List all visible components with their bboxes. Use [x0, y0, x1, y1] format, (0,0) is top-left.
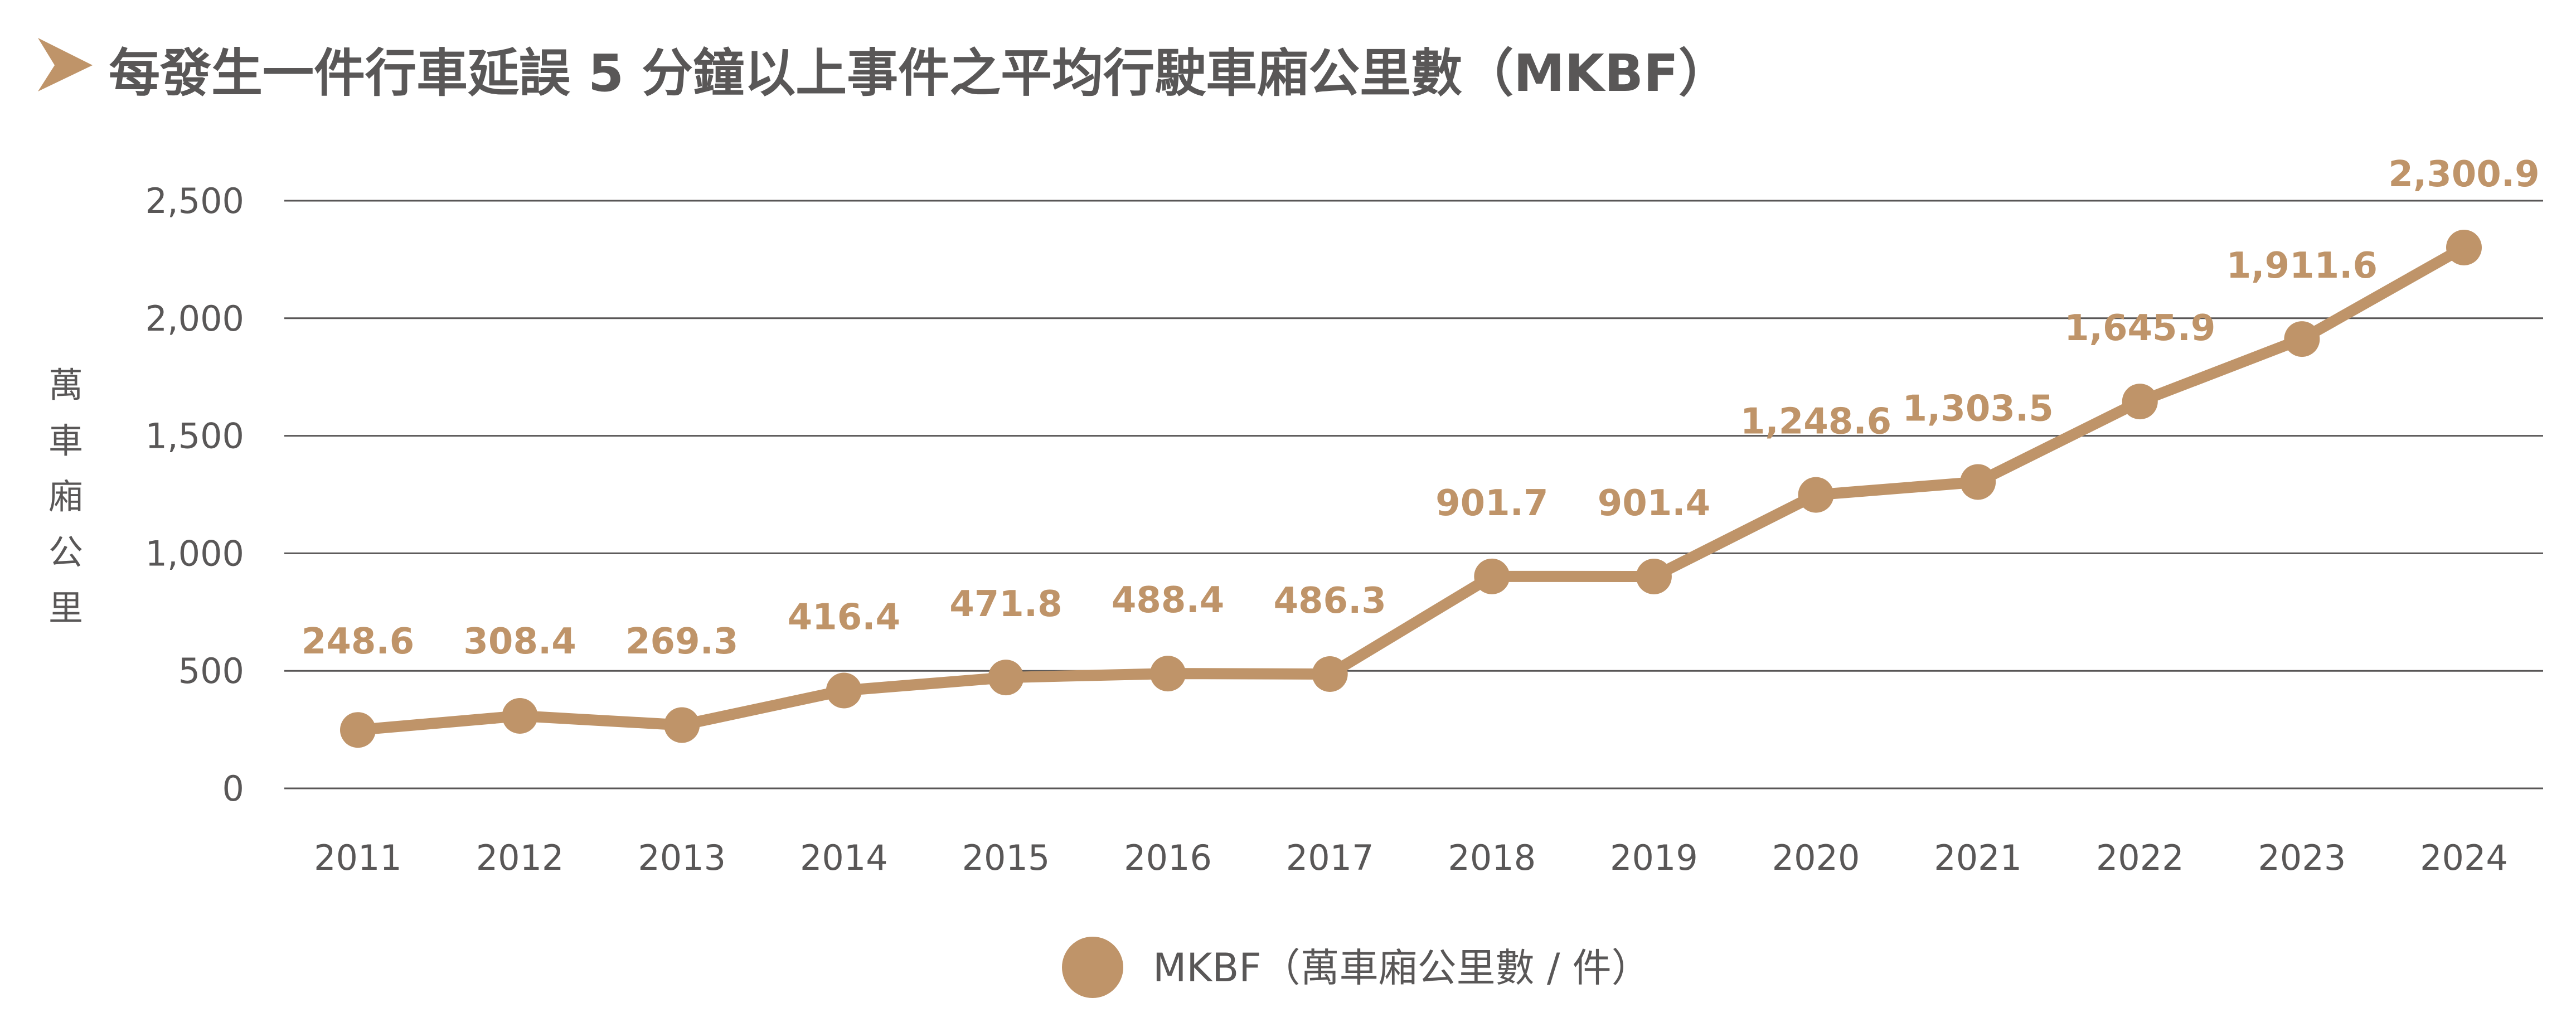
legend-label: MKBF（萬車廂公里數 / 件）	[1153, 945, 1651, 991]
data-label: 901.7	[1435, 483, 1548, 524]
x-tick-label: 2014	[800, 837, 888, 878]
y-tick-label: 0	[222, 768, 244, 809]
data-point	[1636, 558, 1672, 594]
series-line-mkbf	[352, 241, 2470, 736]
data-label: 2,300.9	[2388, 154, 2539, 195]
legend: MKBF（萬車廂公里數 / 件）	[1062, 937, 1651, 998]
data-label: 1,303.5	[1903, 388, 2054, 429]
data-label: 901.4	[1598, 483, 1710, 524]
y-axis-label-char: 公	[48, 532, 83, 573]
x-tick-label: 2024	[2420, 837, 2508, 878]
data-label: 308.4	[463, 621, 576, 662]
data-point	[340, 712, 376, 748]
y-tick-label: 1,500	[145, 416, 245, 457]
x-tick-label: 2021	[1934, 837, 2022, 878]
data-label: 269.3	[625, 621, 738, 662]
data-label: 248.6	[302, 621, 414, 662]
legend-marker	[1062, 937, 1123, 998]
x-tick-label: 2017	[1286, 837, 1374, 878]
y-axis-label-char: 萬	[48, 365, 83, 405]
data-label: 1,645.9	[2064, 308, 2215, 349]
x-tick-label: 2020	[1772, 837, 1860, 878]
x-tick-label: 2023	[2258, 837, 2346, 878]
x-tick-label: 2013	[638, 837, 726, 878]
data-label: 488.4	[1112, 580, 1224, 621]
data-point	[1312, 656, 1348, 692]
data-point	[664, 707, 700, 743]
data-point	[1960, 464, 1996, 500]
x-tick-label: 2018	[1448, 837, 1536, 878]
x-tick-label: 2016	[1124, 837, 1212, 878]
y-axis-label-char: 廂	[48, 476, 83, 517]
data-point	[826, 672, 862, 709]
data-point	[2446, 229, 2482, 265]
x-tick-label: 2019	[1610, 837, 1698, 878]
chart-title: 每發生一件行車延誤 5 分鐘以上事件之平均行駛車廂公里數（MKBF）	[109, 43, 1730, 103]
data-label: 471.8	[949, 584, 1062, 625]
data-label: 1,911.6	[2226, 245, 2378, 287]
y-tick-label: 2,000	[145, 298, 245, 339]
data-point	[2122, 384, 2158, 420]
y-tick-label: 500	[178, 651, 244, 691]
y-tick-label: 2,500	[145, 181, 245, 221]
data-point	[1150, 656, 1186, 692]
x-tick-label: 2011	[314, 837, 402, 878]
data-label: 416.4	[788, 597, 900, 638]
x-tick-label: 2022	[2096, 837, 2184, 878]
y-axis-label-char: 里	[48, 588, 83, 628]
x-tick-label: 2015	[962, 837, 1050, 878]
data-point	[1474, 558, 1510, 594]
data-point	[1798, 477, 1834, 513]
data-point	[502, 697, 538, 734]
data-label: 1,248.6	[1740, 401, 1891, 443]
y-tick-label: 1,000	[145, 533, 245, 574]
data-label: 486.3	[1273, 580, 1386, 622]
data-point	[988, 660, 1024, 696]
title-arrow-icon	[38, 38, 93, 91]
x-tick-label: 2012	[476, 837, 564, 878]
y-axis-label: 萬車廂公里	[48, 365, 83, 628]
data-point	[2284, 321, 2320, 357]
y-axis-label-char: 車	[48, 420, 83, 461]
